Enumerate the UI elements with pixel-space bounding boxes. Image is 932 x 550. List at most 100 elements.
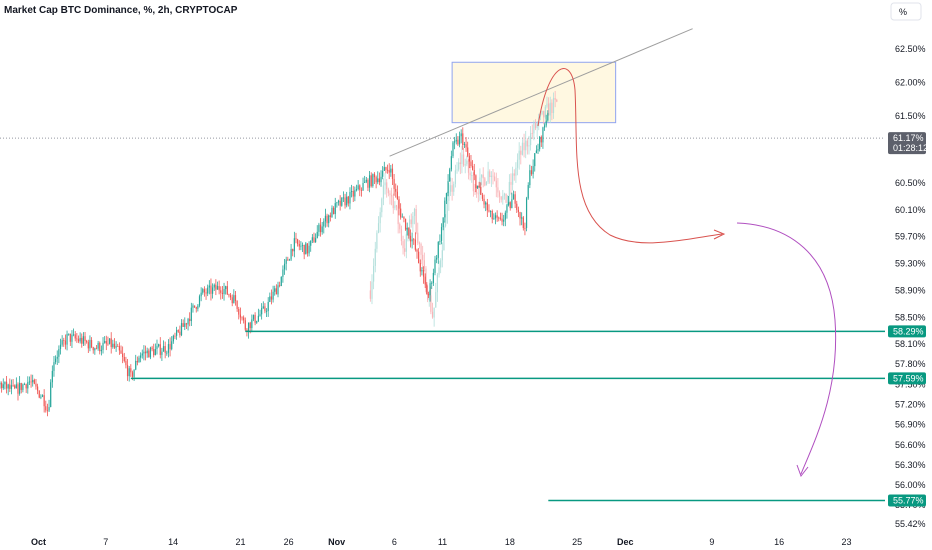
price-candle-27 bbox=[43, 395, 45, 407]
projection-candle-61 bbox=[469, 172, 471, 176]
unit-toggle-button[interactable]: % bbox=[890, 2, 922, 21]
price-candle-101 bbox=[164, 346, 166, 353]
price-candle-221 bbox=[360, 189, 363, 191]
price-candle-261 bbox=[426, 284, 428, 295]
price-candle-19 bbox=[30, 381, 32, 383]
price-candle-81 bbox=[131, 372, 134, 377]
projection-candle-80 bbox=[500, 196, 502, 200]
price-candle-29 bbox=[46, 410, 49, 412]
price-candle-22 bbox=[35, 383, 37, 387]
projection-candle-106 bbox=[543, 110, 545, 118]
price-candle-2 bbox=[2, 384, 4, 389]
price-candle-67 bbox=[108, 338, 111, 344]
x-axis[interactable]: Oct 7 14 21 26 Nov 6 11 18 25 Dec 9 16 23 bbox=[31, 537, 852, 547]
price-candle-128 bbox=[208, 285, 210, 288]
projection-candle-111 bbox=[551, 102, 553, 113]
price-candle-83 bbox=[135, 360, 137, 370]
price-candle-71 bbox=[115, 346, 117, 348]
price-candle-279 bbox=[455, 139, 457, 142]
projection-candle-4 bbox=[376, 232, 378, 249]
price-candle-114 bbox=[185, 323, 188, 325]
y-tick-label: 56.60% bbox=[895, 440, 926, 450]
price-candle-304 bbox=[496, 215, 498, 218]
price-candle-166 bbox=[270, 296, 273, 300]
price-candle-87 bbox=[141, 353, 143, 356]
price-candle-57 bbox=[92, 347, 94, 351]
drawings-layer bbox=[130, 28, 885, 502]
price-candle-179 bbox=[292, 248, 294, 252]
price-candle-191 bbox=[311, 237, 313, 241]
price-candle-133 bbox=[216, 286, 219, 290]
price-candle-150 bbox=[244, 320, 246, 330]
price-candle-55 bbox=[89, 340, 91, 349]
projection-candle-86 bbox=[510, 181, 512, 185]
price-candle-12 bbox=[19, 382, 21, 394]
price-candle-147 bbox=[239, 314, 241, 318]
y-tick-label: 59.70% bbox=[895, 232, 926, 242]
price-candle-201 bbox=[328, 215, 330, 224]
price-candle-26 bbox=[41, 395, 44, 397]
x-tick-label: 26 bbox=[284, 537, 294, 547]
price-candle-230 bbox=[375, 177, 377, 183]
price-candle-218 bbox=[355, 189, 358, 191]
price-candle-214 bbox=[349, 192, 351, 204]
price-candle-229 bbox=[373, 174, 376, 178]
price-candle-38 bbox=[61, 340, 63, 345]
price-candle-168 bbox=[274, 288, 276, 292]
price-candle-177 bbox=[288, 259, 291, 261]
price-candle-7 bbox=[10, 385, 13, 389]
price-candle-220 bbox=[359, 185, 361, 190]
price-candle-16 bbox=[25, 384, 27, 389]
price-candle-254 bbox=[414, 239, 416, 250]
price-candle-198 bbox=[323, 221, 325, 227]
price-candle-293 bbox=[478, 185, 480, 187]
price-candle-219 bbox=[357, 185, 359, 190]
x-tick-label: 14 bbox=[168, 537, 178, 547]
projection-candle-102 bbox=[536, 123, 538, 129]
projection-candle-23 bbox=[407, 233, 409, 235]
price-candle-157 bbox=[256, 320, 258, 323]
price-candle-104 bbox=[169, 344, 171, 350]
price-candle-234 bbox=[382, 170, 384, 177]
y-tick-label: 62.00% bbox=[895, 77, 926, 87]
purple-arrowhead bbox=[796, 464, 809, 478]
price-candle-237 bbox=[386, 169, 389, 171]
y-tick-label: 62.50% bbox=[895, 44, 926, 54]
price-candle-206 bbox=[336, 202, 338, 204]
price-candle-113 bbox=[184, 323, 186, 327]
projection-candle-0 bbox=[369, 290, 371, 299]
price-candle-123 bbox=[200, 292, 202, 297]
price-candle-56 bbox=[90, 340, 93, 348]
price-candle-238 bbox=[388, 170, 390, 173]
projection-candle-38 bbox=[431, 311, 434, 318]
projection-candle-85 bbox=[508, 181, 510, 196]
price-candle-241 bbox=[393, 178, 395, 189]
y-tick-label: 61.50% bbox=[895, 111, 926, 121]
price-candle-251 bbox=[409, 235, 412, 242]
price-candle-272 bbox=[444, 200, 446, 218]
price-candle-259 bbox=[422, 269, 425, 277]
price-candle-328 bbox=[535, 150, 537, 154]
price-candle-84 bbox=[136, 360, 138, 363]
projection-candle-53 bbox=[456, 169, 458, 171]
projection-candle-91 bbox=[518, 150, 520, 160]
price-candle-228 bbox=[372, 174, 374, 187]
projection-candle-22 bbox=[405, 234, 407, 252]
projection-candle-52 bbox=[454, 170, 456, 184]
price-candle-253 bbox=[413, 239, 415, 241]
projection-candle-62 bbox=[471, 175, 473, 176]
price-candle-11 bbox=[17, 384, 19, 394]
projection-candle-94 bbox=[523, 142, 525, 151]
price-candle-256 bbox=[418, 251, 420, 264]
projection-candle-47 bbox=[446, 200, 448, 224]
price-candle-236 bbox=[385, 167, 387, 170]
projection-candle-36 bbox=[428, 295, 430, 300]
price-candle-80 bbox=[130, 368, 132, 373]
price-candle-226 bbox=[368, 175, 371, 188]
projection-candle-70 bbox=[484, 178, 486, 186]
price-candle-155 bbox=[252, 314, 255, 320]
y-axis[interactable]: 62.50% 62.00% 61.50% 60.50% 60.10% 59.70% 59.3… bbox=[895, 44, 926, 529]
projection-candle-44 bbox=[441, 250, 443, 261]
price-candle-107 bbox=[174, 335, 176, 337]
